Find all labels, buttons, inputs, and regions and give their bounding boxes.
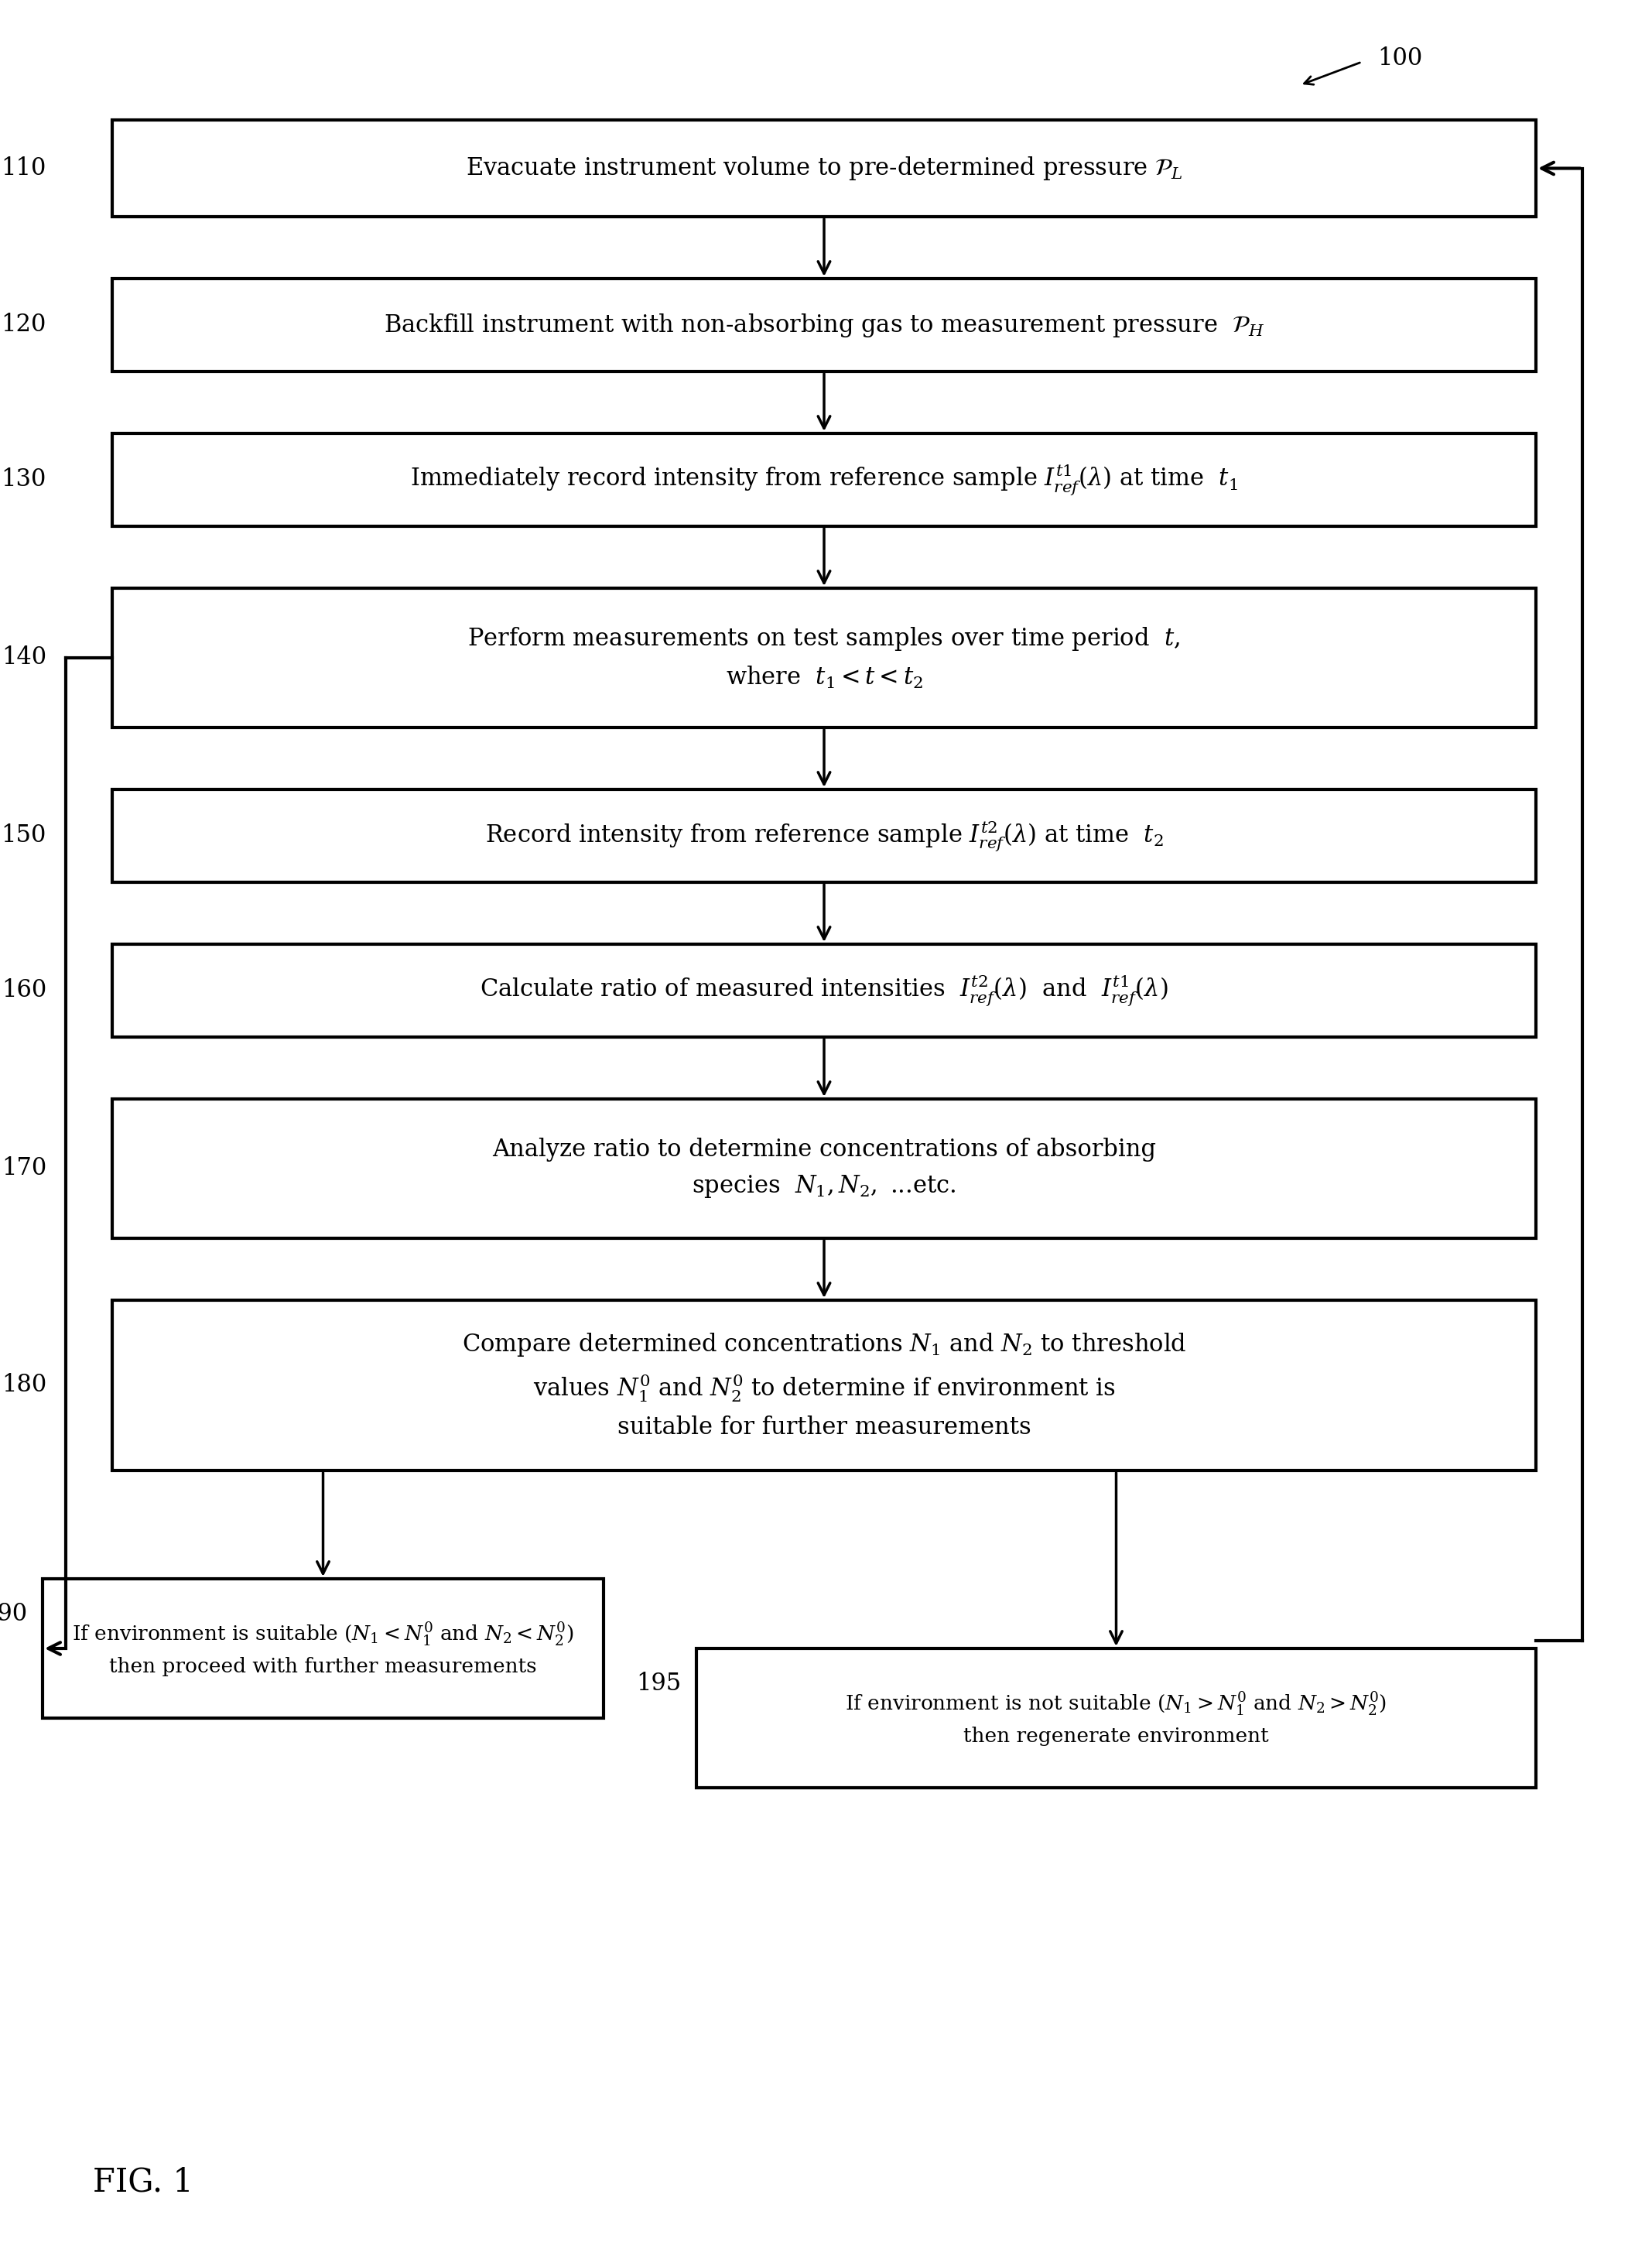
Text: Backfill instrument with non-absorbing gas to measurement pressure  $\mathcal{P}: Backfill instrument with non-absorbing g… <box>383 313 1264 340</box>
Bar <box>112 789 1536 882</box>
Bar <box>43 1579 603 1718</box>
Text: If environment is not suitable ($N_1 > N_1^0$ and $N_2 > N_2^0$)
then regenerate: If environment is not suitable ($N_1 > N… <box>846 1689 1388 1745</box>
Bar <box>112 1100 1536 1239</box>
Text: 100: 100 <box>1378 45 1422 70</box>
Text: 120: 120 <box>2 313 46 337</box>
Text: 195: 195 <box>636 1671 681 1696</box>
Text: Record intensity from reference sample $I_{ref}^{t2}(\lambda)$ at time  $t_2$: Record intensity from reference sample $… <box>486 819 1163 852</box>
Text: Calculate ratio of measured intensities  $I_{ref}^{t2}(\lambda)$  and  $I_{ref}^: Calculate ratio of measured intensities … <box>481 974 1168 1008</box>
Text: Analyze ratio to determine concentrations of absorbing
species  $N_1, N_2,$ ...e: Analyze ratio to determine concentration… <box>492 1138 1156 1199</box>
Text: Evacuate instrument volume to pre-determined pressure $\mathcal{P}_L$: Evacuate instrument volume to pre-determ… <box>466 155 1183 182</box>
Bar <box>112 279 1536 371</box>
Bar <box>112 119 1536 216</box>
Text: 150: 150 <box>2 823 46 848</box>
Text: 140: 140 <box>2 645 46 670</box>
Text: 160: 160 <box>2 978 46 1003</box>
Text: Immediately record intensity from reference sample $I_{ref}^{t1}(\lambda)$ at ti: Immediately record intensity from refere… <box>410 463 1237 497</box>
Text: 110: 110 <box>2 157 46 180</box>
Bar <box>112 589 1536 726</box>
Text: 190: 190 <box>0 1601 26 1626</box>
Text: If environment is suitable ($N_1 <N_1^0$ and $N_2 <N_2^0$)
then proceed with fur: If environment is suitable ($N_1 <N_1^0$… <box>73 1619 573 1678</box>
Bar <box>112 1300 1536 1471</box>
Text: 180: 180 <box>2 1374 46 1397</box>
Text: 170: 170 <box>2 1156 46 1181</box>
Bar <box>112 945 1536 1037</box>
Text: FIG. 1: FIG. 1 <box>93 2166 193 2200</box>
Text: Perform measurements on test samples over time period  $t,$
where  $t_1 < t < t_: Perform measurements on test samples ove… <box>468 625 1181 690</box>
Bar <box>697 1649 1536 1788</box>
Text: Compare determined concentrations $N_1$ and $N_2$ to threshold
values $N_1^0$ an: Compare determined concentrations $N_1$ … <box>463 1331 1186 1439</box>
Bar <box>112 434 1536 526</box>
Text: 130: 130 <box>2 468 46 493</box>
